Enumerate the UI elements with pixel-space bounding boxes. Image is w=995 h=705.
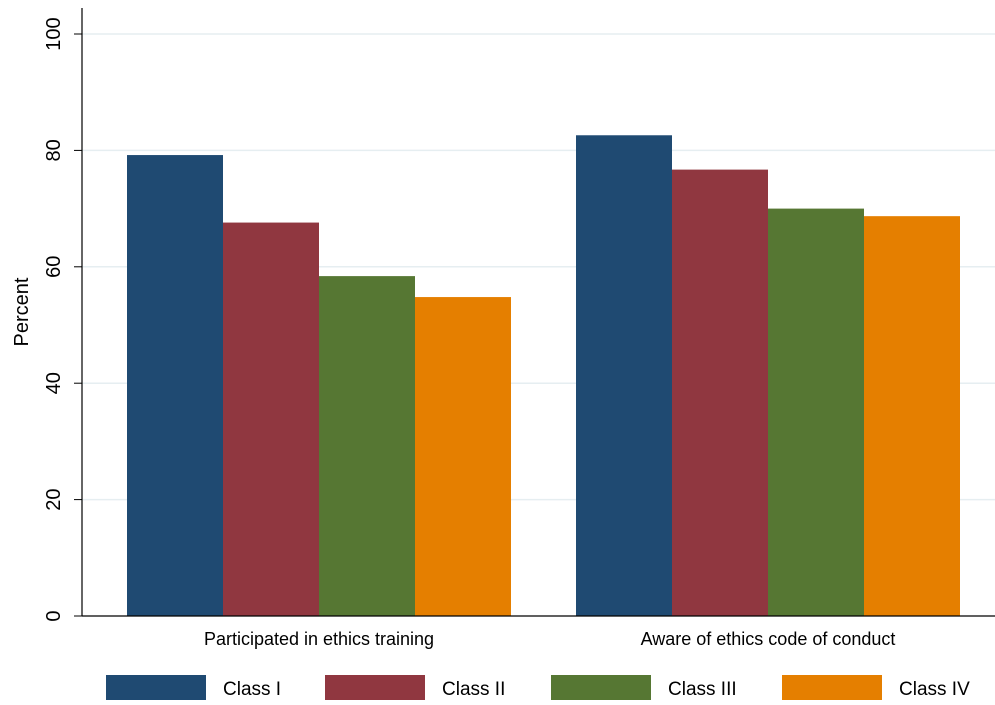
legend-swatch [106,675,206,700]
y-tick-label: 60 [43,256,65,278]
y-tick-label: 40 [43,372,65,394]
bar-class-iv-1 [415,297,511,616]
x-category-label: Aware of ethics code of conduct [641,629,896,649]
legend-swatch [325,675,425,700]
y-tick-label: 20 [43,488,65,510]
y-tick-label: 80 [43,139,65,161]
bar-class-iii-2 [768,208,864,616]
legend-label: Class I [223,679,281,700]
bar-class-iii-1 [319,276,415,616]
y-axis-label: Percent [11,277,33,346]
legend-label: Class III [668,679,737,700]
y-tick-labels: 0 20 40 60 80 100 [43,17,65,621]
legend-label: Class IV [899,679,970,700]
legend-swatch [782,675,882,700]
bar-class-i-2 [576,135,672,616]
y-tick-label: 0 [43,610,65,621]
bars [127,135,960,616]
bar-class-i-1 [127,155,223,616]
x-category-label: Participated in ethics training [204,629,434,649]
y-tick-label: 100 [43,17,65,50]
legend-label: Class II [442,679,505,700]
legend: Class I Class II Class III Class IV [106,675,970,700]
bar-class-ii-2 [672,169,768,616]
axes [74,8,995,617]
x-category-labels: Participated in ethics training Aware of … [204,629,895,649]
legend-swatch [551,675,651,700]
bar-class-iv-2 [864,216,960,616]
bar-class-ii-1 [223,222,319,616]
